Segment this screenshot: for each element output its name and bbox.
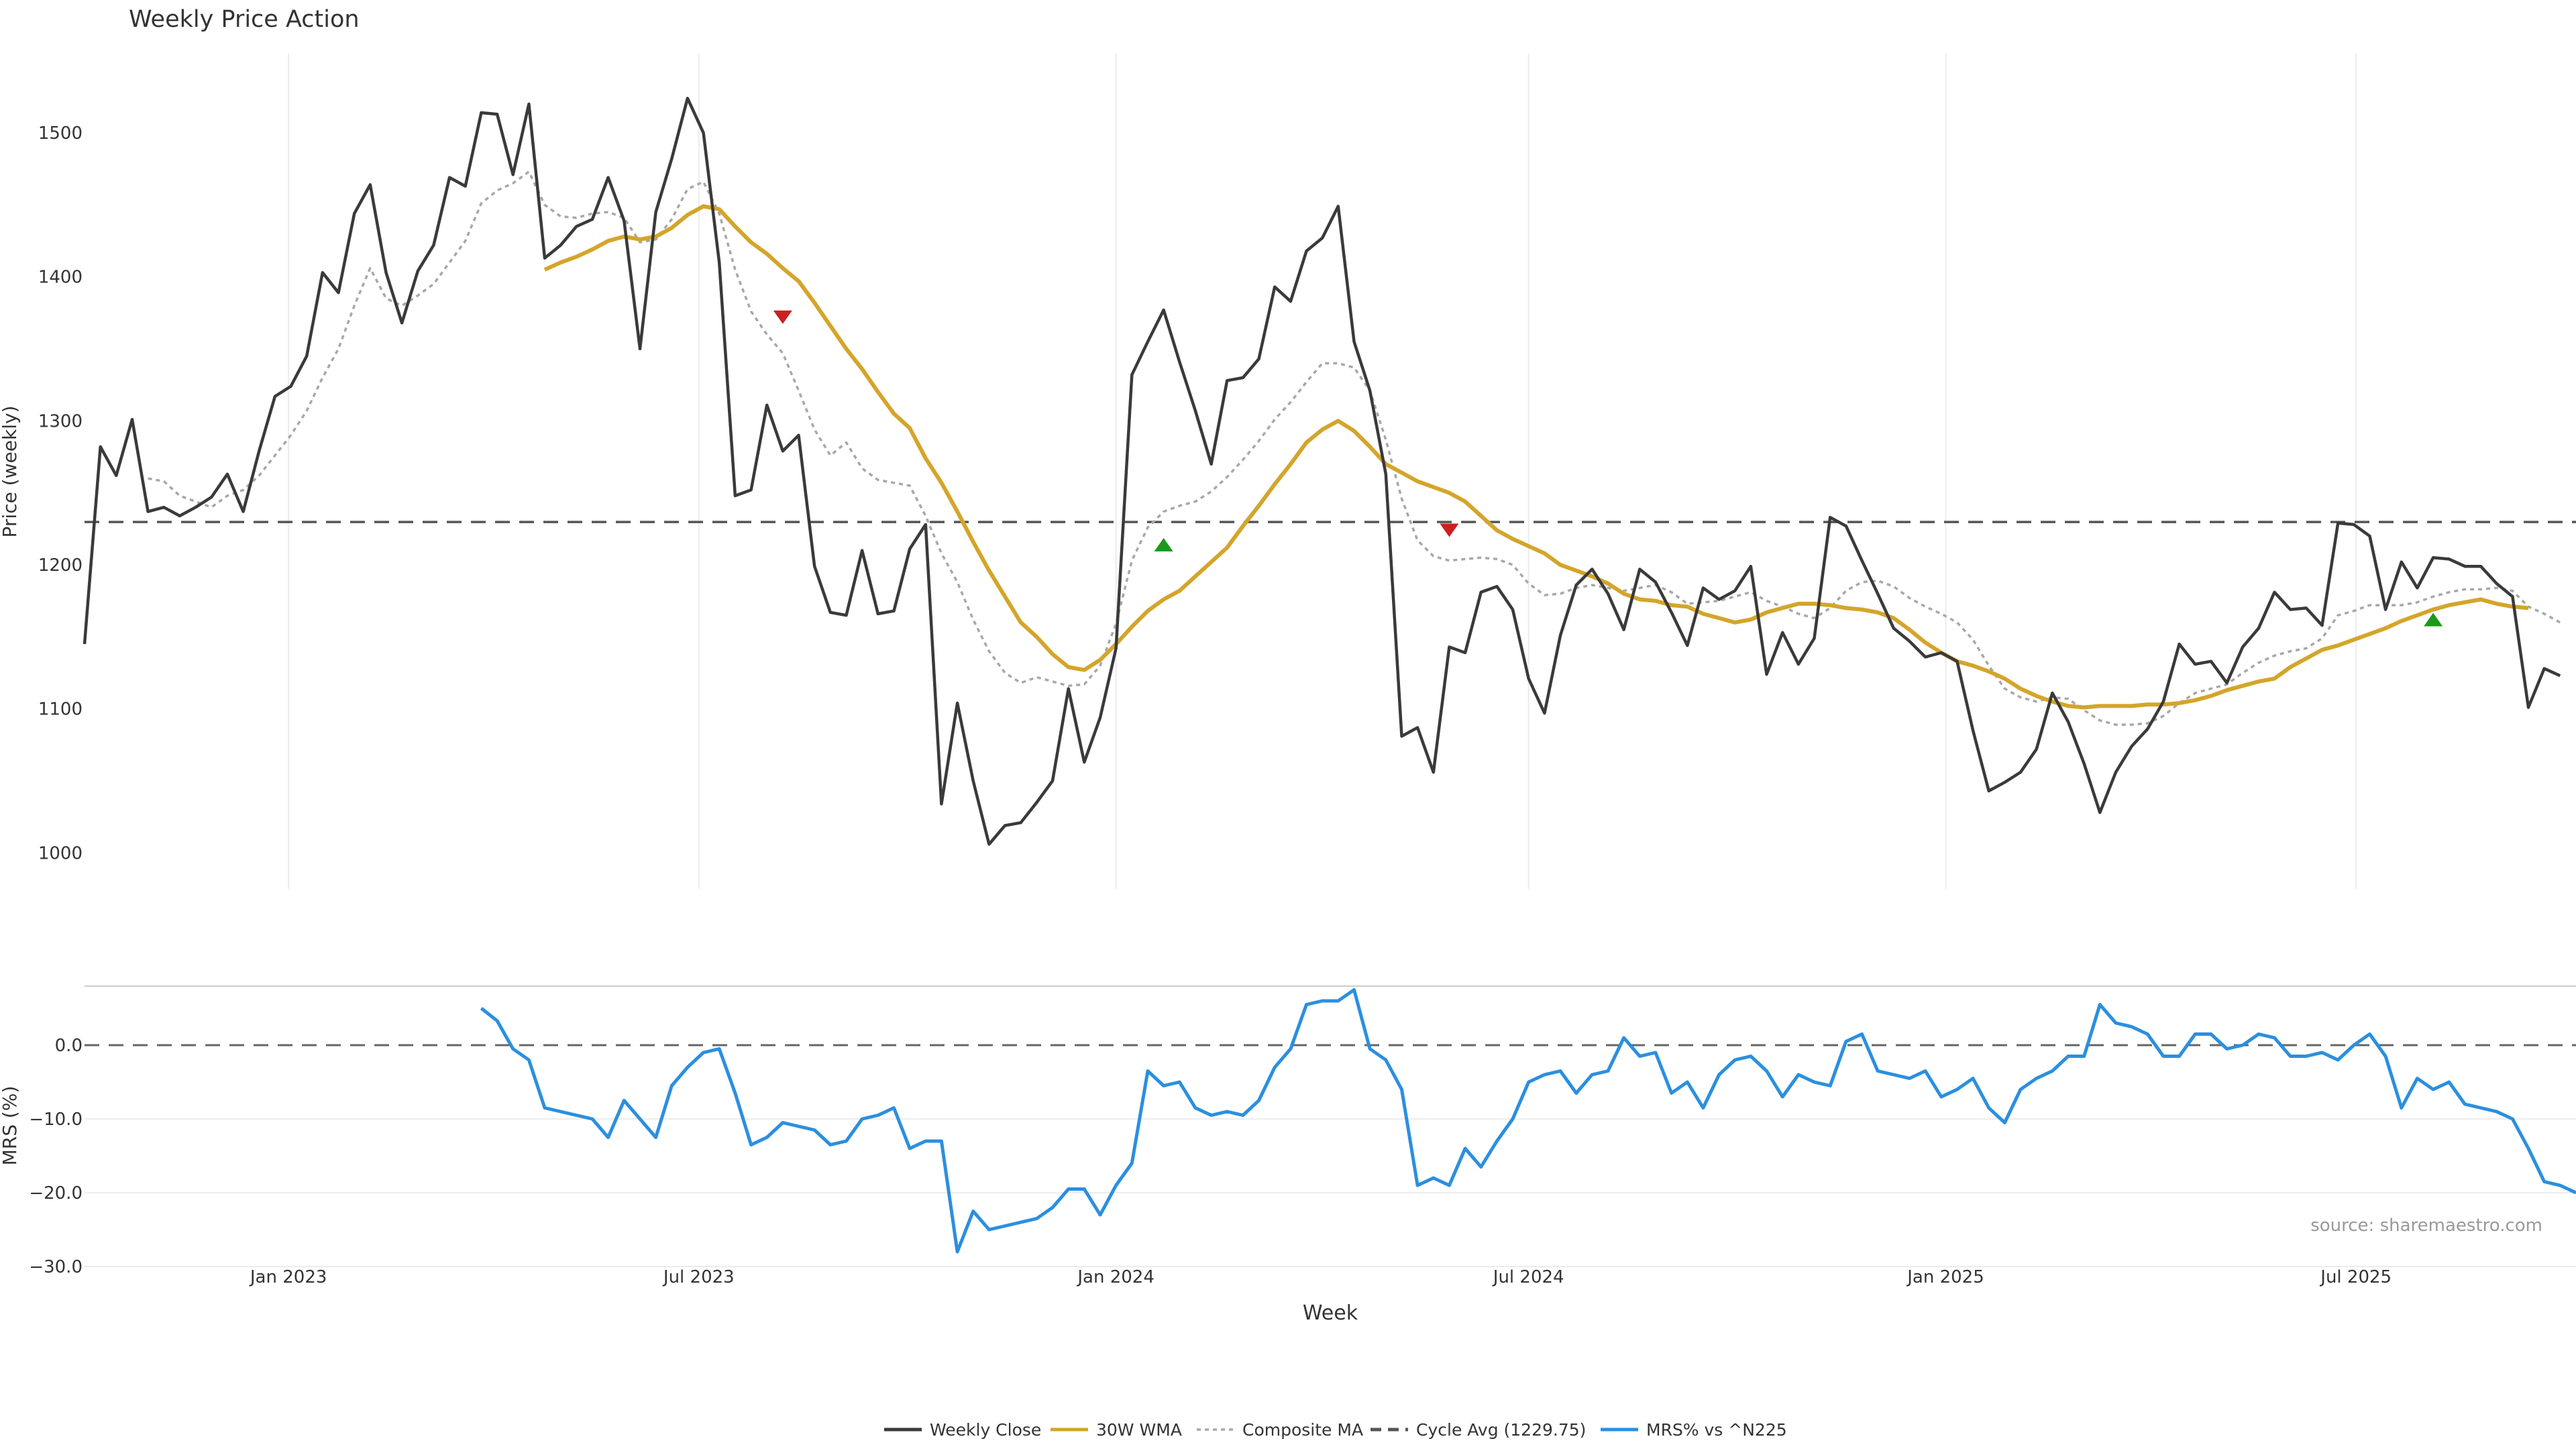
price-y-tick-1: 1100: [38, 700, 83, 720]
signal-sell-2: [1440, 523, 1459, 537]
mrs-y-ticks: −30.0 −20.0 −10.0 0.0: [29, 1036, 83, 1277]
mrs-y-tick-3: 0.0: [55, 1036, 83, 1056]
legend-entry-2: Composite MA: [1197, 1420, 1363, 1440]
series-line-mrs: [480, 988, 2576, 1254]
legend-label-2: Composite MA: [1242, 1420, 1363, 1440]
mrs-y-tick-2: −10.0: [29, 1110, 83, 1130]
signal-buy-3: [2424, 612, 2443, 627]
signal-markers: [773, 310, 2443, 627]
legend-label-1: 30W WMA: [1096, 1420, 1182, 1440]
mrs-series: [480, 988, 2576, 1254]
legend-label-0: Weekly Close: [930, 1420, 1041, 1440]
mrs-y-axis-label: MRS (%): [0, 1086, 21, 1166]
series-line-close: [83, 97, 2561, 846]
price-y-tick-3: 1300: [38, 411, 83, 431]
legend-entry-3: Cycle Avg (1229.75): [1371, 1420, 1586, 1440]
x-axis-label: Week: [1303, 1301, 1358, 1325]
series-line-composite: [148, 170, 2561, 727]
x-tick-3: Jul 2024: [1492, 1267, 1564, 1287]
x-tick-1: Jul 2023: [662, 1267, 735, 1287]
x-ticks: Jan 2023 Jul 2023 Jan 2024 Jul 2024 Jan 2025…: [249, 1267, 2392, 1287]
price-series: [83, 97, 2561, 846]
price-y-tick-5: 1500: [38, 123, 83, 144]
signal-sell-0: [773, 310, 792, 324]
price-y-ticks: 1000 1100 1200 1300 1400 1500: [38, 123, 83, 863]
price-y-tick-0: 1000: [38, 843, 83, 863]
price-y-tick-4: 1400: [38, 268, 83, 288]
legend: Weekly Close 30W WMA Composite MA Cycle Avg…: [884, 1420, 1787, 1440]
signal-buy-1: [1154, 537, 1173, 551]
price-y-axis-label: Price (weekly): [0, 406, 21, 538]
mrs-y-tick-0: −30.0: [29, 1257, 83, 1277]
source-note: source: sharemaestro.com: [2310, 1216, 2542, 1236]
price-grid: [288, 54, 2357, 889]
legend-entry-0: Weekly Close: [884, 1420, 1041, 1440]
legend-entry-4: MRS% vs ^N225: [1601, 1420, 1787, 1440]
x-tick-2: Jan 2024: [1076, 1267, 1155, 1287]
x-tick-5: Jul 2025: [2319, 1267, 2392, 1287]
price-y-tick-2: 1200: [38, 555, 83, 576]
x-tick-4: Jan 2025: [1906, 1267, 1984, 1287]
series-line-wma: [543, 204, 2529, 710]
legend-entry-1: 30W WMA: [1051, 1420, 1182, 1440]
mrs-grid: [85, 1118, 2576, 1267]
mrs-y-tick-1: −20.0: [29, 1183, 83, 1203]
legend-label-3: Cycle Avg (1229.75): [1416, 1420, 1586, 1440]
x-tick-0: Jan 2023: [249, 1267, 327, 1287]
legend-label-4: MRS% vs ^N225: [1646, 1420, 1787, 1440]
chart-title: Weekly Price Action: [129, 6, 360, 33]
